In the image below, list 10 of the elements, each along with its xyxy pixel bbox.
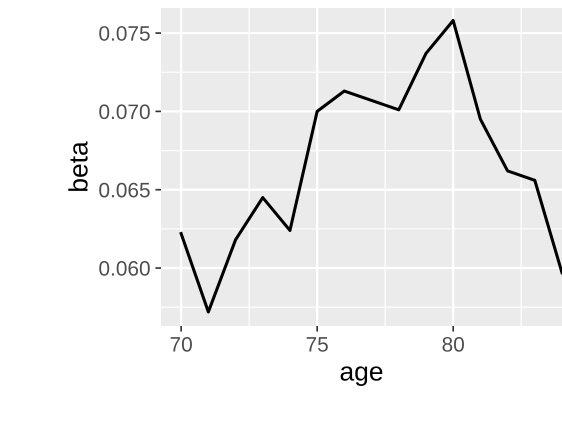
y-tick-label: 0.070 bbox=[99, 104, 150, 120]
x-tick-label: 75 bbox=[306, 337, 328, 352]
x-tick-label: 80 bbox=[442, 336, 464, 352]
y-tick-label: 0.075 bbox=[99, 26, 150, 41]
y-tick-label: 0.065 bbox=[99, 182, 150, 198]
x-axis-title: age bbox=[340, 366, 382, 386]
y-axis-title: beta bbox=[68, 141, 88, 191]
line-series bbox=[180, 19, 562, 314]
x-tick-label: 70 bbox=[170, 336, 192, 352]
y-tick-label: 0.060 bbox=[99, 261, 150, 276]
